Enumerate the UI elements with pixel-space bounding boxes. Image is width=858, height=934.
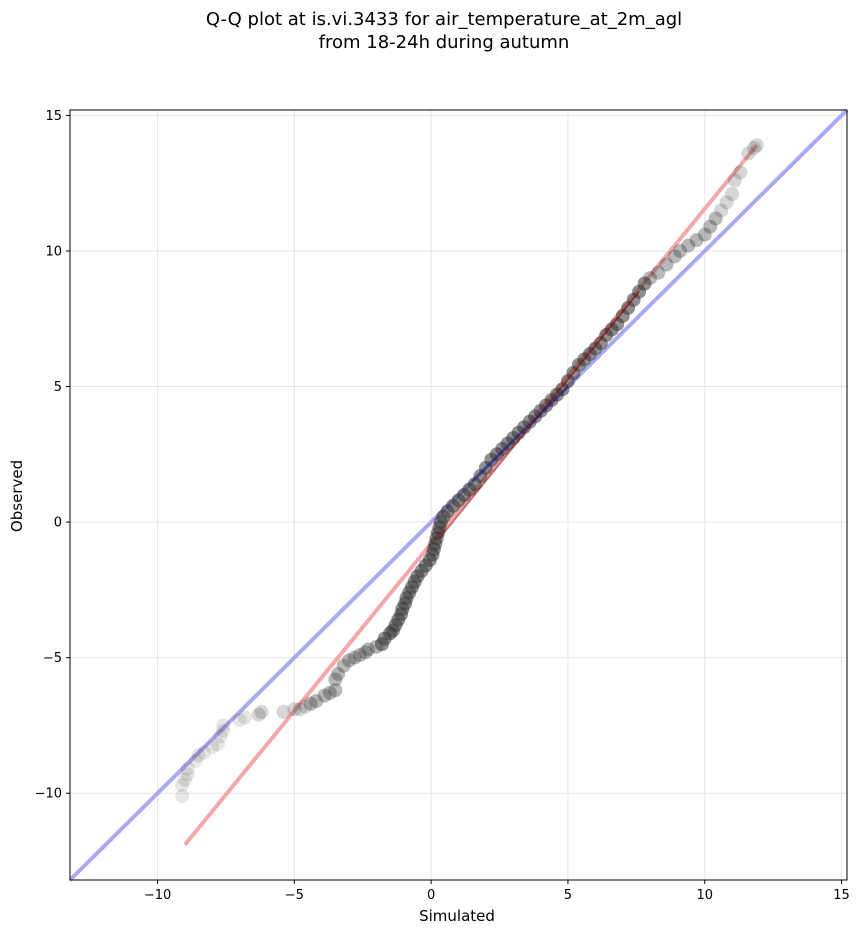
data-point (276, 704, 291, 719)
x-tick-label: −10 (144, 888, 171, 903)
data-point (651, 265, 666, 280)
data-point (643, 271, 658, 286)
data-point (719, 195, 734, 210)
x-tick-label: 10 (696, 888, 713, 903)
x-tick-label: −5 (285, 888, 304, 903)
data-point (741, 146, 756, 161)
data-point (689, 233, 704, 248)
data-point (298, 699, 313, 714)
data-point (733, 165, 748, 180)
chart-title-line-1: Q-Q plot at is.vi.3433 for air_temperatu… (206, 9, 682, 30)
data-point (714, 203, 729, 218)
data-point (188, 753, 203, 768)
data-point (180, 767, 195, 782)
data-point (197, 745, 212, 760)
data-point (191, 748, 206, 763)
x-axis-ticks: −10 −5 0 5 10 15 (144, 880, 850, 903)
plot-frame (69, 109, 848, 881)
data-point (309, 694, 324, 709)
data-point (322, 685, 337, 700)
data-point (328, 672, 343, 687)
data-point (361, 642, 376, 657)
data-point (175, 788, 190, 803)
data-point (746, 140, 761, 155)
data-point (637, 276, 652, 291)
data-point (347, 650, 362, 665)
y-tick-label: 10 (45, 244, 62, 259)
data-point (727, 173, 742, 188)
data-point (254, 704, 269, 719)
y-axis-ticks: −10 −5 0 5 10 15 (35, 109, 70, 802)
data-point (287, 702, 302, 717)
data-point (703, 219, 718, 234)
x-tick-label: 0 (427, 888, 435, 903)
x-axis-label: Simulated (419, 907, 495, 925)
data-point (342, 653, 357, 668)
data-point (213, 729, 228, 744)
data-point (317, 688, 332, 703)
identity-line-dense-overlay (471, 385, 569, 483)
data-point (232, 713, 247, 728)
data-point (336, 658, 351, 673)
data-point (238, 710, 253, 725)
data-point (328, 683, 343, 698)
data-point (331, 666, 346, 681)
x-tick-label: 5 (564, 888, 572, 903)
data-point (251, 707, 266, 722)
data-point (667, 249, 682, 264)
y-tick-label: −5 (43, 651, 62, 666)
data-point (749, 138, 764, 153)
data-point (292, 702, 307, 717)
data-point (681, 238, 696, 253)
data-point (673, 243, 688, 258)
y-axis-label: Observed (8, 460, 26, 532)
data-point (303, 696, 318, 711)
data-point (180, 761, 195, 776)
data-point (177, 772, 192, 787)
data-point (358, 645, 373, 660)
data-point (353, 647, 368, 662)
y-tick-label: −10 (35, 787, 62, 802)
data-points (175, 138, 764, 803)
data-point (697, 227, 712, 242)
data-point (659, 257, 674, 272)
data-point (708, 211, 723, 226)
x-tick-label: 15 (833, 888, 850, 903)
data-point (725, 187, 740, 202)
grid (70, 110, 847, 880)
data-point (216, 718, 231, 733)
data-point (216, 723, 231, 738)
y-tick-label: 0 (54, 516, 62, 531)
chart-title-line-2: from 18-24h during autumn (319, 32, 570, 53)
data-point (210, 737, 225, 752)
data-point (205, 740, 220, 755)
y-tick-label: 15 (45, 109, 62, 124)
y-tick-label: 5 (54, 380, 62, 395)
data-point (175, 778, 190, 793)
chart-title: Q-Q plot at is.vi.3433 for air_temperatu… (206, 9, 682, 53)
